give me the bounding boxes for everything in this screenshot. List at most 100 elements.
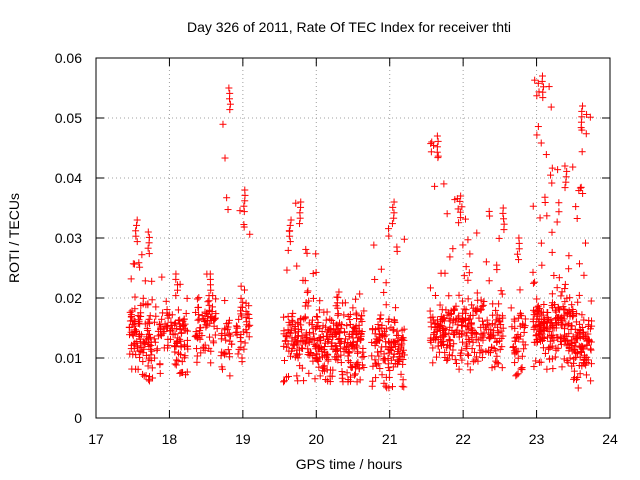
data-point-peak <box>133 216 141 224</box>
data-point-peak <box>390 198 398 206</box>
data-point <box>443 341 451 349</box>
data-point <box>537 139 545 147</box>
y-tick-label: 0.02 <box>55 290 82 306</box>
data-point-peak <box>577 124 585 132</box>
data-point <box>180 321 188 329</box>
data-point <box>586 113 594 121</box>
data-point <box>206 333 214 341</box>
data-point <box>349 304 357 312</box>
data-point <box>554 166 562 174</box>
data-point <box>578 148 586 156</box>
data-point <box>301 302 309 310</box>
data-point-peak <box>172 275 180 283</box>
data-point <box>560 335 568 343</box>
data-point <box>180 354 188 362</box>
data-point <box>237 303 245 311</box>
data-point <box>462 340 470 348</box>
data-point <box>156 321 164 329</box>
data-point <box>148 277 156 285</box>
data-point <box>297 337 305 345</box>
data-point <box>529 279 537 287</box>
data-point <box>340 311 348 319</box>
data-point <box>492 306 500 314</box>
data-point <box>322 332 330 340</box>
data-point <box>145 330 153 338</box>
data-point <box>541 349 549 357</box>
data-point <box>441 353 449 361</box>
data-point <box>129 330 137 338</box>
data-point <box>182 371 190 379</box>
data-point <box>461 215 469 223</box>
data-point <box>131 293 139 301</box>
data-point <box>543 212 551 220</box>
data-point <box>135 332 143 340</box>
data-point <box>195 315 203 323</box>
data-point-peak <box>579 102 587 110</box>
data-point <box>482 347 490 355</box>
data-point <box>204 313 212 321</box>
data-point <box>488 320 496 328</box>
data-point <box>150 335 158 343</box>
data-point <box>353 360 361 368</box>
data-point <box>450 340 458 348</box>
data-point <box>564 359 572 367</box>
data-point <box>578 344 586 352</box>
data-point <box>534 302 542 310</box>
data-point <box>518 366 526 374</box>
data-point <box>237 294 245 302</box>
data-point <box>349 334 357 342</box>
data-point <box>157 325 165 333</box>
data-point <box>194 303 202 311</box>
data-point <box>508 323 516 331</box>
data-point <box>557 321 565 329</box>
data-point <box>298 364 306 372</box>
data-point <box>462 306 470 314</box>
data-point <box>473 229 481 237</box>
data-point <box>323 350 331 358</box>
data-point <box>394 360 402 368</box>
data-point-peak <box>241 197 249 205</box>
data-point <box>127 311 135 319</box>
data-point <box>293 372 301 380</box>
data-point <box>384 354 392 362</box>
data-point <box>455 291 463 299</box>
data-point <box>236 207 244 215</box>
data-point <box>530 363 538 371</box>
data-point <box>465 269 473 277</box>
data-point-peak <box>434 154 442 162</box>
data-point <box>548 179 556 187</box>
data-point-peak <box>389 203 397 211</box>
data-point <box>144 326 152 334</box>
data-point <box>319 322 327 330</box>
data-point <box>548 319 556 327</box>
data-point <box>539 320 547 328</box>
data-point <box>315 363 323 371</box>
data-point <box>356 290 364 298</box>
data-point <box>445 292 453 300</box>
data-point <box>587 377 595 385</box>
data-point <box>452 315 460 323</box>
data-point <box>135 347 143 355</box>
data-point <box>135 259 143 267</box>
data-point <box>380 288 388 296</box>
data-point <box>570 346 578 354</box>
data-point <box>149 374 157 382</box>
data-point <box>386 345 394 353</box>
data-point <box>580 271 588 279</box>
data-point <box>548 164 556 172</box>
data-point <box>151 354 159 362</box>
data-point-peak <box>539 94 547 102</box>
data-point <box>517 365 525 373</box>
data-point <box>311 375 319 383</box>
data-point <box>514 347 522 355</box>
data-point <box>139 358 147 366</box>
data-point <box>533 307 541 315</box>
data-point <box>567 340 575 348</box>
data-point-peak <box>539 83 547 91</box>
data-point <box>301 313 309 321</box>
x-tick-label: 22 <box>455 431 471 447</box>
data-point <box>195 294 203 302</box>
data-point <box>373 361 381 369</box>
data-point <box>298 332 306 340</box>
data-point-peak <box>133 238 141 246</box>
